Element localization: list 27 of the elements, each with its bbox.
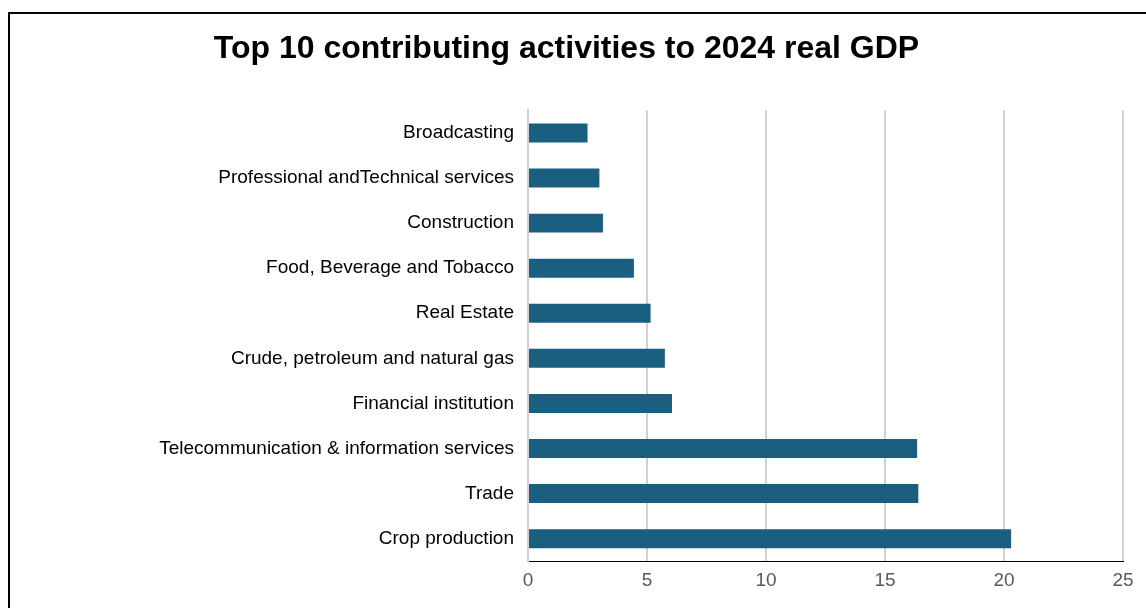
y-tick-label: Food, Beverage and Tobacco — [266, 256, 514, 278]
bar — [529, 393, 672, 413]
bar — [529, 439, 918, 458]
y-tick-label: Professional andTechnical services — [218, 166, 514, 188]
bar — [529, 348, 665, 368]
x-tick-label: 15 — [874, 568, 896, 590]
bar — [529, 303, 651, 323]
y-tick-label: Construction — [407, 211, 514, 233]
bar — [529, 258, 634, 278]
bar — [529, 123, 588, 143]
x-tick-label: 20 — [993, 568, 1015, 590]
x-tick-label: 5 — [641, 568, 653, 590]
y-tick-label: Real Estate — [415, 301, 514, 323]
bar — [529, 168, 600, 188]
bar — [529, 213, 603, 233]
y-tick-label: Broadcasting — [403, 121, 514, 143]
x-tick-label: 25 — [1112, 568, 1134, 590]
bar — [529, 529, 1012, 549]
y-tick-label: Telecommunication & information services — [159, 436, 514, 458]
y-tick-label: Trade — [465, 481, 514, 503]
y-tick-label: Crude, petroleum and natural gas — [230, 346, 514, 368]
y-tick-label: Financial institution — [352, 391, 514, 413]
x-tick-label: 0 — [522, 568, 534, 590]
y-tick-label: Crop production — [378, 526, 514, 548]
chart-title: Top 10 contributing activities to 2024 real GDP — [213, 29, 920, 66]
bar — [529, 484, 919, 504]
x-tick-label: 10 — [755, 568, 777, 590]
